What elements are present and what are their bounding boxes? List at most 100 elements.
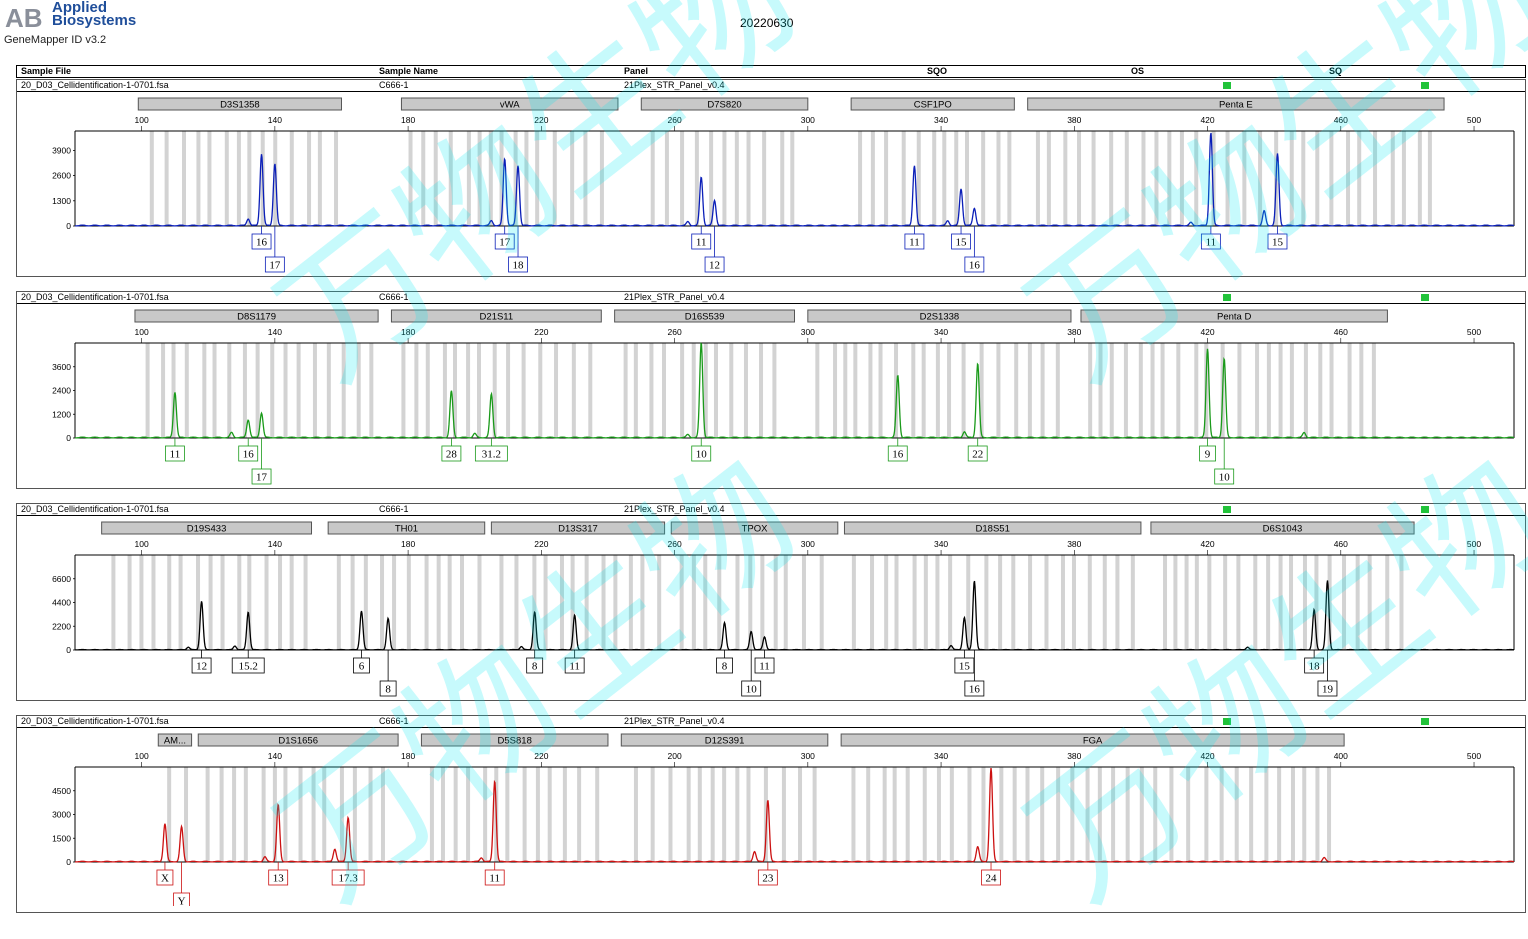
allele-bin: [623, 343, 628, 438]
allele-bin: [1315, 131, 1320, 226]
y-tick-label: 3900: [52, 145, 71, 155]
panel-name: 21Plex_STR_Panel_v0.4: [624, 716, 725, 726]
allele-bin: [196, 131, 201, 226]
allele-call-label: 11: [909, 237, 920, 249]
allele-call: 10: [691, 438, 712, 462]
allele-bin: [743, 343, 748, 438]
x-tick-label: 100: [135, 751, 149, 761]
allele-bin: [341, 343, 346, 438]
allele-bin: [1211, 131, 1216, 226]
locus-label: TPOX: [742, 524, 769, 535]
allele-bin: [406, 555, 411, 650]
allele-bin: [570, 131, 575, 226]
allele-bin: [232, 767, 237, 862]
allele-bin: [514, 555, 519, 650]
allele-bin: [311, 767, 316, 862]
column-header-row: Sample File Sample Name Panel SQO OS SQ: [16, 65, 1526, 78]
allele-bin: [717, 555, 722, 650]
y-tick-label: 0: [66, 221, 71, 231]
allele-bin: [278, 555, 283, 650]
x-tick-label: 100: [135, 115, 149, 125]
x-tick-label: 420: [1200, 539, 1214, 549]
allele-bin: [661, 343, 666, 438]
col-sq[interactable]: SQ: [1329, 66, 1343, 76]
locus-bar: [157, 733, 193, 747]
electropherogram-panel-black: 20_D03_Cellidentification-1-0701.fsa C66…: [16, 503, 1526, 701]
allele-bin: [746, 767, 751, 862]
allele-bin: [1085, 767, 1090, 862]
locus-bar: [670, 521, 839, 535]
allele-bin: [884, 555, 889, 650]
locus-bar: [490, 521, 666, 535]
allele-call-box: [741, 680, 762, 697]
allele-bin: [911, 343, 916, 438]
sample-info-row: 20_D03_Cellidentification-1-0701.fsa C66…: [17, 80, 1525, 92]
x-tick-label: 300: [801, 539, 815, 549]
allele-bin: [1373, 131, 1378, 226]
locus-label: D6S1043: [1263, 524, 1303, 535]
allele-bin: [650, 767, 655, 862]
allele-bin: [506, 343, 511, 438]
allele-bin: [1014, 343, 1019, 438]
allele-call: Y: [173, 862, 190, 906]
locus-label: AM...: [164, 736, 186, 747]
x-tick-label: 180: [401, 115, 415, 125]
allele-bin: [773, 555, 778, 650]
allele-bin: [1138, 343, 1143, 438]
allele-bin: [220, 555, 225, 650]
allele-bin: [1278, 555, 1283, 650]
locus-label: Penta D: [1217, 312, 1251, 323]
locus-bar: [1080, 309, 1388, 323]
allele-bin: [921, 343, 926, 438]
locus-bar: [640, 97, 809, 111]
locus-label: D13S317: [558, 524, 598, 535]
allele-bin: [1194, 131, 1199, 226]
allele-bin: [1040, 343, 1045, 438]
allele-bin: [923, 555, 928, 650]
allele-bin: [815, 343, 820, 438]
allele-bin: [1109, 343, 1114, 438]
locus-label: FGA: [1083, 736, 1103, 747]
signal-trace: [74, 342, 1515, 439]
allele-bin: [380, 555, 385, 650]
col-sample-name[interactable]: Sample Name: [379, 66, 439, 76]
allele-bin: [735, 555, 740, 650]
allele-bin: [633, 767, 638, 862]
col-sqo[interactable]: SQO: [927, 66, 948, 76]
allele-bin: [759, 343, 764, 438]
allele-bin: [1236, 555, 1241, 650]
locus-bar: [400, 97, 619, 111]
allele-bin: [442, 343, 447, 438]
col-os[interactable]: OS: [1131, 66, 1145, 76]
allele-call: X: [156, 862, 174, 886]
x-tick-label: 300: [801, 115, 815, 125]
allele-bin: [1025, 767, 1030, 862]
electropherogram-panel-green: 20_D03_Cellidentification-1-0701.fsa C66…: [16, 291, 1526, 489]
allele-bin: [901, 131, 906, 226]
col-panel[interactable]: Panel: [624, 66, 649, 76]
allele-call: 17: [264, 226, 285, 273]
allele-bin: [296, 343, 301, 438]
x-tick-label: 340: [934, 539, 948, 549]
allele-bin: [1186, 767, 1191, 862]
allele-bin: [613, 555, 618, 650]
x-tick-label: 220: [534, 539, 548, 549]
allele-call-box: [268, 869, 289, 886]
allele-bin: [628, 555, 633, 650]
allele-bin: [1176, 343, 1181, 438]
allele-bin: [819, 555, 824, 650]
locus-bar: [420, 733, 609, 747]
allele-call-label: 17: [499, 237, 511, 249]
x-tick-label: 100: [135, 539, 149, 549]
allele-bin: [352, 767, 357, 862]
col-sample-file[interactable]: Sample File: [21, 66, 72, 76]
signal-trace: [74, 132, 1515, 227]
allele-bin: [965, 131, 970, 226]
locus-label: D3S1358: [220, 100, 260, 111]
locus-label: CSF1PO: [914, 100, 952, 111]
allele-bin: [729, 343, 734, 438]
allele-bin: [350, 555, 355, 650]
allele-bin: [668, 767, 673, 862]
sqo-status-indicator: [1223, 294, 1231, 301]
